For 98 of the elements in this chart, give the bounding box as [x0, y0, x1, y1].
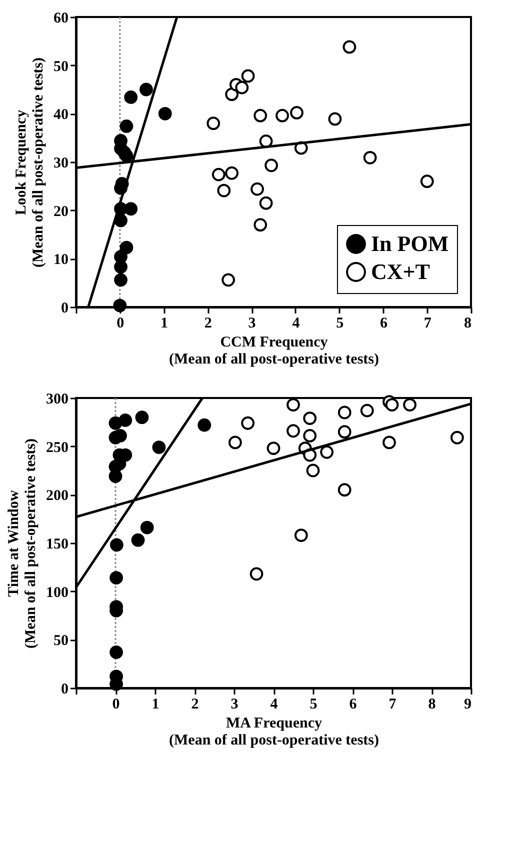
- legend-label: In POM: [371, 231, 449, 256]
- y-tick-label: 30: [54, 156, 68, 172]
- point: [250, 182, 264, 196]
- x-tick-label: 3: [248, 316, 256, 332]
- point: [212, 168, 226, 182]
- point: [198, 418, 212, 432]
- y-tick-label: 0: [61, 300, 68, 316]
- point: [254, 108, 268, 122]
- x-tick-label: 4: [292, 316, 300, 332]
- point: [241, 69, 255, 83]
- x-tick-label: 4: [270, 696, 278, 712]
- point: [118, 146, 131, 160]
- y-tick-label: 100: [46, 584, 68, 601]
- x-tick-label: 8: [464, 316, 472, 332]
- point: [338, 483, 352, 497]
- point: [124, 90, 138, 104]
- point: [222, 273, 235, 287]
- y-tick-label: 0: [61, 682, 68, 698]
- x-axis-title: CCM Frequency (Mean of all post-operative tests): [169, 334, 379, 368]
- y-tick-label: 200: [46, 488, 68, 504]
- x-tick-label: 8: [428, 696, 436, 712]
- x-tick-label: 6: [349, 696, 358, 712]
- point: [266, 442, 280, 455]
- point: [403, 398, 416, 412]
- y-tick-label: 10: [54, 252, 68, 268]
- x-axis-title: MA Frequency (Mean of all post-operative tests): [169, 716, 379, 748]
- point: [152, 440, 166, 454]
- point: [120, 240, 134, 254]
- x-tick-label: 2: [191, 696, 199, 712]
- x-tick-label: 5: [336, 316, 344, 332]
- point: [114, 250, 128, 264]
- x-tick-label: 5: [310, 696, 318, 712]
- y-tick-label: 20: [54, 204, 68, 220]
- point: [228, 436, 242, 450]
- point: [114, 273, 128, 287]
- y-tick-label: 250: [46, 440, 68, 456]
- x-tick-label: 0: [112, 696, 120, 712]
- point: [250, 567, 264, 581]
- y-tick-label: 50: [54, 58, 68, 75]
- point: [259, 134, 273, 148]
- point: [235, 80, 249, 94]
- point: [450, 430, 464, 444]
- point: [342, 40, 356, 54]
- y-axis-title: Time at Window (Mean of all post-operative tests): [6, 438, 39, 648]
- point: [286, 424, 300, 438]
- point: [294, 528, 308, 542]
- y-tick-label: 150: [46, 536, 68, 552]
- point: [385, 398, 399, 412]
- x-tick-label: 9: [464, 696, 472, 712]
- point: [241, 416, 255, 430]
- y-tick-label: 60: [54, 10, 68, 26]
- point: [140, 520, 154, 534]
- y-tick-label: 50: [54, 633, 68, 650]
- x-tick-label: 7: [424, 316, 432, 332]
- point: [135, 410, 149, 424]
- point: [360, 404, 374, 418]
- point: [363, 150, 377, 164]
- x-tick-label: 2: [204, 316, 212, 332]
- point: [338, 425, 352, 439]
- x-tick-label: 0: [116, 316, 124, 332]
- point: [303, 412, 317, 425]
- point: [120, 120, 134, 133]
- legend-label: CX+T: [371, 259, 430, 284]
- point: [114, 429, 127, 442]
- point: [110, 538, 124, 552]
- point: [328, 112, 342, 126]
- point: [286, 398, 300, 412]
- point: [290, 106, 304, 120]
- point: [206, 116, 220, 130]
- point: [140, 82, 153, 96]
- x-tick-label: 1: [160, 316, 168, 332]
- point: [110, 646, 123, 659]
- point: [110, 571, 123, 584]
- y-axis-title: Look Frequency (Mean of all post-operative tests): [14, 58, 46, 268]
- point: [217, 184, 231, 198]
- point: [113, 298, 127, 312]
- point: [420, 174, 434, 188]
- point: [158, 106, 172, 120]
- x-tick-label: 7: [388, 696, 397, 712]
- point: [118, 414, 132, 427]
- x-tick-label: 6: [380, 316, 388, 332]
- point: [306, 464, 320, 478]
- point: [225, 88, 239, 102]
- point: [276, 108, 289, 122]
- point: [338, 406, 352, 420]
- point: [254, 218, 268, 232]
- point: [259, 196, 273, 210]
- x-tick-label: 3: [230, 696, 238, 712]
- x-tick-label: 1: [152, 696, 160, 712]
- point: [225, 166, 239, 180]
- point: [264, 158, 278, 172]
- point: [124, 202, 138, 216]
- point: [320, 445, 334, 459]
- y-tick-label: 40: [54, 107, 68, 124]
- point: [131, 533, 145, 547]
- point: [303, 429, 317, 442]
- y-tick-label: 300: [46, 392, 68, 408]
- point: [382, 436, 396, 450]
